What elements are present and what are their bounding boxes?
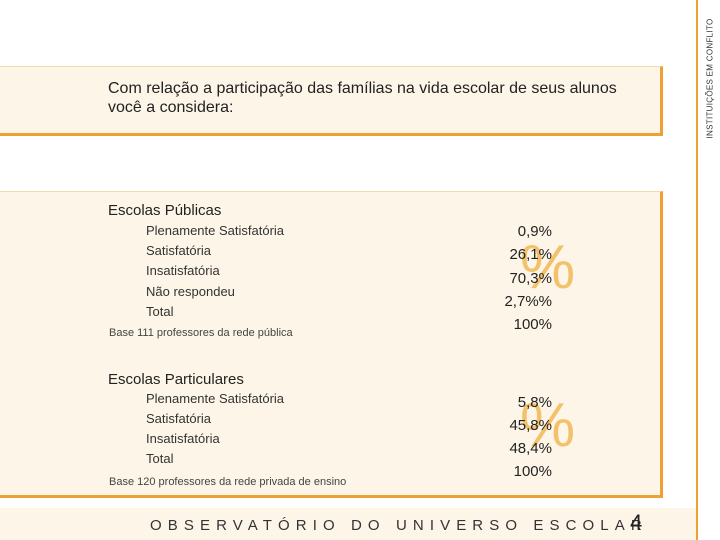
private-title: Escolas Particulares (108, 371, 244, 388)
public-item: Total (146, 304, 174, 319)
private-percent-symbol: % (520, 391, 576, 460)
side-bar (696, 0, 720, 540)
public-item: Não respondeu (146, 284, 235, 299)
public-value: 0,9% (517, 223, 552, 240)
question-box (0, 66, 663, 136)
public-value: 2,7%% (504, 293, 552, 310)
private-item: Plenamente Satisfatória (146, 391, 285, 406)
question-text: Com relação a participação das famílias … (108, 80, 617, 116)
private-value: 45,8% (509, 417, 552, 434)
public-item: Insatisfatória (146, 263, 220, 278)
private-value: 48,4% (509, 440, 552, 457)
public-percent-symbol: % (520, 233, 576, 302)
side-label-text: INSTITUIÇÕES EM CONFLITO (705, 18, 715, 139)
footer-bar (0, 508, 696, 540)
public-base-note: Base 111 professores da rede pública (109, 327, 293, 339)
public-value: 70,3% (509, 270, 552, 287)
public-title: Escolas Públicas (108, 202, 222, 219)
page-number: 4 (630, 510, 643, 535)
public-item: Plenamente Satisfatória (146, 223, 285, 238)
public-value: 100% (513, 316, 552, 333)
private-value: 5,8% (517, 394, 552, 411)
public-item: Satisfatória (146, 243, 212, 258)
public-value: 26,1% (509, 246, 552, 263)
side-label: INSTITUIÇÕES EM CONFLITO (704, 0, 716, 160)
private-item: Insatisfatória (146, 431, 220, 446)
private-value: 100% (513, 463, 552, 480)
footer-title: OBSERVATÓRIO DO UNIVERSO ESCOLAR (150, 517, 648, 534)
private-item: Satisfatória (146, 411, 212, 426)
private-item: Total (146, 451, 174, 466)
private-base-note: Base 120 professores da rede privada de … (109, 476, 347, 488)
results-panel (0, 191, 663, 498)
